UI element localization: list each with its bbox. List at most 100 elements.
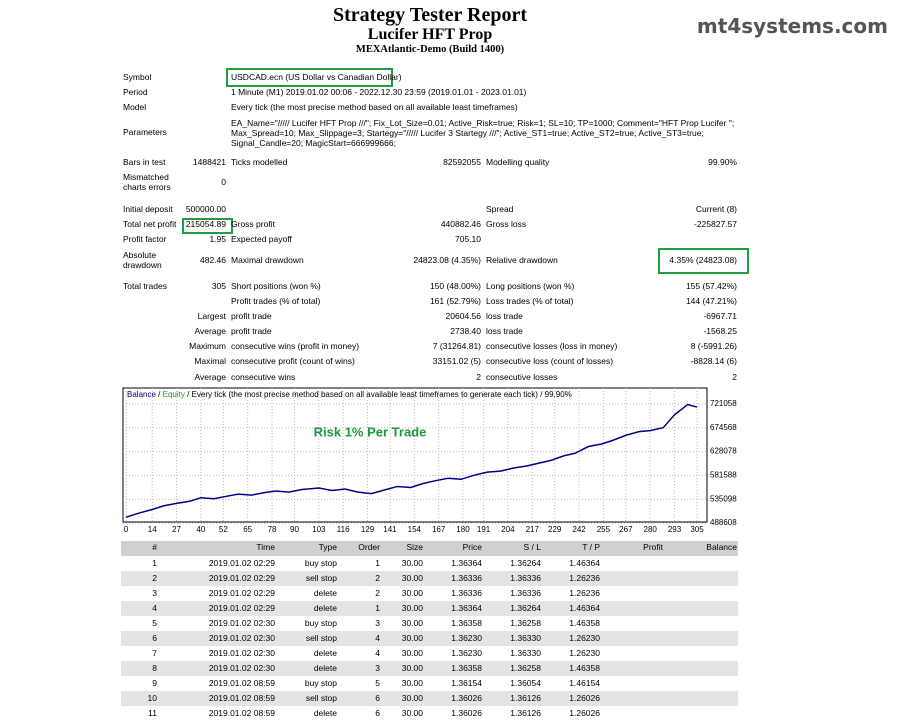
stat-value: -1568.25 bbox=[703, 326, 737, 336]
parameters-line: EA_Name="///// Lucifer HFT Prop ///"; Fi… bbox=[231, 118, 735, 128]
table-cell: 5 bbox=[152, 618, 157, 628]
table-cell: 30.00 bbox=[401, 588, 423, 598]
stat-label: Total trades bbox=[123, 281, 167, 291]
column-header: Order bbox=[358, 542, 380, 552]
field-label: Model bbox=[123, 102, 147, 112]
stat-value: Largest bbox=[197, 311, 226, 321]
table-cell: 4 bbox=[152, 603, 157, 613]
x-tick-label: 90 bbox=[290, 525, 299, 534]
table-cell: sell stop bbox=[305, 633, 337, 643]
table-cell: 1.36258 bbox=[510, 618, 541, 628]
stat-label: Long positions (won %) bbox=[486, 281, 575, 291]
chart-annotation: Risk 1% Per Trade bbox=[314, 424, 427, 439]
x-tick-label: 217 bbox=[526, 525, 540, 534]
stat-value: Average bbox=[194, 372, 226, 382]
stat-value: 20604.56 bbox=[445, 311, 481, 321]
stat-label: Gross profit bbox=[231, 219, 275, 229]
stat-value: 33151.02 (5) bbox=[432, 356, 481, 366]
x-tick-label: 116 bbox=[337, 525, 350, 534]
table-cell: 3 bbox=[375, 618, 380, 628]
table-cell: 6 bbox=[152, 633, 157, 643]
column-header: Price bbox=[462, 542, 482, 552]
x-tick-label: 141 bbox=[383, 525, 397, 534]
stat-value: 500000.00 bbox=[185, 204, 226, 214]
stat-value: 215054.89 bbox=[185, 219, 226, 229]
column-header: Size bbox=[406, 542, 423, 552]
table-cell: 1 bbox=[152, 558, 157, 568]
legend-entry: Equity bbox=[163, 390, 185, 399]
table-cell: 1.36154 bbox=[451, 678, 482, 688]
table-cell: buy stop bbox=[304, 618, 337, 628]
x-tick-label: 52 bbox=[219, 525, 228, 534]
table-cell: delete bbox=[313, 603, 337, 613]
column-header: T / P bbox=[582, 542, 600, 552]
x-tick-label: 40 bbox=[196, 525, 205, 534]
table-cell: 1.36364 bbox=[451, 558, 482, 568]
x-tick-label: 229 bbox=[548, 525, 562, 534]
x-tick-label: 267 bbox=[619, 525, 633, 534]
y-tick-label: 721058 bbox=[710, 399, 737, 408]
table-cell: 2019.01.02 02:29 bbox=[208, 573, 275, 583]
x-tick-label: 78 bbox=[268, 525, 277, 534]
stat-value: 161 (52.79%) bbox=[429, 296, 481, 306]
stat-label: Expected payoff bbox=[231, 234, 292, 244]
stat-label: Profit factor bbox=[123, 234, 167, 244]
x-tick-label: 27 bbox=[172, 525, 181, 534]
table-cell: 5 bbox=[375, 678, 380, 688]
table-cell: 30.00 bbox=[401, 633, 423, 643]
y-tick-label: 581588 bbox=[710, 471, 737, 480]
row-stripe bbox=[121, 691, 738, 706]
stat-value: 4.35% (24823.08) bbox=[669, 255, 737, 265]
x-tick-label: 180 bbox=[456, 525, 470, 534]
table-cell: 1.36336 bbox=[510, 573, 541, 583]
table-cell: 30.00 bbox=[401, 648, 423, 658]
table-cell: 2019.01.02 02:29 bbox=[208, 558, 275, 568]
stat-value: Maximal bbox=[194, 356, 226, 366]
table-cell: 1.26230 bbox=[569, 633, 600, 643]
table-cell: 1 bbox=[375, 603, 380, 613]
row-stripe bbox=[121, 661, 738, 676]
stat-value: 24823.08 (4.35%) bbox=[413, 255, 481, 265]
table-cell: 11 bbox=[148, 708, 157, 718]
table-cell: buy stop bbox=[304, 678, 337, 688]
stat-label: consecutive losses (loss in money) bbox=[486, 341, 618, 351]
row-stripe bbox=[121, 631, 738, 646]
table-cell: 1.36330 bbox=[510, 648, 541, 658]
stat-value: 144 (47.21%) bbox=[685, 296, 737, 306]
table-cell: 30.00 bbox=[401, 708, 423, 718]
x-tick-label: 0 bbox=[124, 525, 129, 534]
column-header: Type bbox=[318, 542, 337, 552]
stat-label: Absolute drawdown bbox=[123, 250, 162, 270]
row-stripe bbox=[121, 601, 738, 616]
stat-value: 82592055 bbox=[443, 157, 481, 167]
chart-legend: Balance / Equity / Every tick (the most … bbox=[127, 390, 572, 399]
x-tick-label: 204 bbox=[501, 525, 515, 534]
stat-label: consecutive loss (count of losses) bbox=[486, 356, 614, 366]
stat-label: loss trade bbox=[486, 326, 523, 336]
table-cell: 2019.01.02 02:29 bbox=[208, 603, 275, 613]
table-cell: 2 bbox=[375, 588, 380, 598]
table-header bbox=[121, 541, 738, 556]
table-cell: 1.26236 bbox=[569, 573, 600, 583]
x-tick-label: 14 bbox=[148, 525, 157, 534]
legend-text: Every tick (the most precise method base… bbox=[192, 390, 539, 399]
stat-label: Bars in test bbox=[123, 157, 166, 167]
x-tick-label: 191 bbox=[477, 525, 491, 534]
table-cell: 1.26026 bbox=[569, 693, 600, 703]
table-cell: 3 bbox=[152, 588, 157, 598]
table-cell: 1.36358 bbox=[451, 663, 482, 673]
stat-value: 150 (48.00%) bbox=[429, 281, 481, 291]
report-title: Strategy Tester Report bbox=[332, 4, 528, 26]
x-tick-label: 280 bbox=[644, 525, 658, 534]
parameters-line: Max_Spread=10; Max_Slippage=3; Startegy=… bbox=[231, 128, 704, 138]
table-cell: 30.00 bbox=[401, 603, 423, 613]
field-label: Symbol bbox=[123, 72, 152, 82]
table-cell: 1.36264 bbox=[510, 558, 541, 568]
chart-frame bbox=[122, 387, 708, 523]
y-tick-label: 488608 bbox=[710, 518, 737, 527]
table-cell: sell stop bbox=[305, 693, 337, 703]
stat-label: loss trade bbox=[486, 311, 523, 321]
row-stripe bbox=[121, 571, 738, 586]
